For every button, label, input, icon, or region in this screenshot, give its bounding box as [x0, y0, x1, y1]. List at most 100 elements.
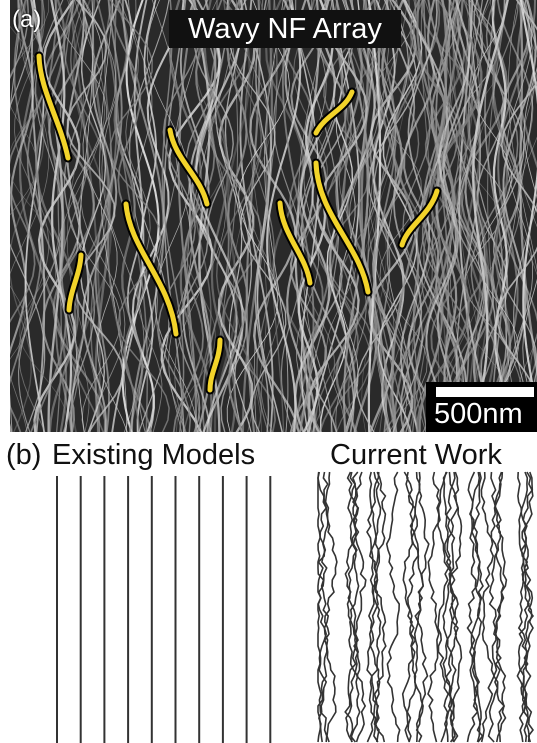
- wavy-fiber-line: [448, 471, 463, 743]
- sem-fiber-strand: [146, 0, 198, 432]
- sem-fiber-strand: [54, 0, 106, 432]
- wavy-fiber-line: [517, 471, 532, 743]
- highlighted-fiber: [313, 160, 371, 295]
- sem-fiber-strand: [314, 0, 366, 432]
- sem-fiber-strand: [452, 0, 490, 432]
- sem-fiber-strand: [508, 0, 537, 271]
- current-work-wavy-fibers: [317, 471, 535, 743]
- sem-fiber-strand: [289, 0, 340, 432]
- sem-fiber-strand: [239, 0, 274, 432]
- highlighted-fiber: [123, 201, 179, 337]
- sem-fiber-strand: [506, 0, 534, 432]
- sem-fiber-strand: [496, 0, 537, 432]
- scale-bar-line: [436, 387, 534, 397]
- wavy-fiber-line: [317, 471, 329, 743]
- sem-fiber-strand: [109, 0, 170, 432]
- sem-fiber-strand: [66, 0, 100, 432]
- highlighted-fiber: [207, 337, 223, 393]
- sem-fiber-strand: [35, 0, 80, 432]
- sem-fiber-strand: [79, 0, 107, 432]
- wavy-fiber-line: [409, 471, 425, 743]
- sem-fiber-strand: [365, 0, 408, 432]
- sem-fiber-strand: [516, 0, 537, 432]
- sem-fiber-strand: [94, 0, 123, 432]
- sem-fiber-strand: [226, 0, 249, 432]
- sem-fiber-strand: [113, 0, 144, 432]
- panel-a-label: (a): [12, 6, 42, 33]
- sem-fiber-strand: [265, 0, 312, 432]
- sem-fiber-strand: [82, 0, 128, 432]
- wavy-fiber-line: [519, 471, 535, 743]
- scale-bar-label: 500nm: [434, 398, 523, 430]
- sem-fiber-strand: [10, 0, 35, 432]
- wavy-fiber-line: [487, 471, 502, 743]
- sem-fiber-strand: [451, 0, 485, 432]
- existing-models-straight-fibers: [56, 476, 272, 743]
- sem-fiber-strand: [346, 0, 411, 432]
- wavy-fiber-line: [516, 471, 530, 743]
- wavy-fiber-line: [437, 471, 450, 743]
- sem-fiber-strand: [14, 0, 50, 432]
- sem-fiber-strand: [99, 0, 127, 432]
- sem-fiber-strand: [335, 0, 381, 432]
- scale-bar: 500nm: [426, 382, 537, 432]
- sem-fiber-strand: [63, 0, 111, 432]
- sem-fiber-strand: [446, 0, 508, 432]
- panel-b-label: (b): [6, 439, 42, 471]
- wavy-fiber-line: [466, 471, 481, 743]
- sem-fiber-strand: [519, 0, 537, 415]
- sem-fiber-strand: [464, 0, 482, 432]
- sem-fiber-strand: [33, 0, 81, 432]
- highlighted-fiber: [66, 252, 84, 313]
- sem-fiber-strand: [10, 0, 23, 432]
- wavy-fiber-line: [385, 471, 401, 743]
- wavy-fiber-line: [469, 471, 484, 743]
- highlighted-fibers: [34, 51, 442, 395]
- sem-fiber-strand: [482, 0, 536, 432]
- sem-fiber-strand: [296, 0, 327, 432]
- sem-fiber-strand: [10, 0, 29, 80]
- sem-fiber-strand: [492, 0, 537, 432]
- sem-fiber-strand: [157, 0, 201, 432]
- sem-fiber-strand: [265, 0, 285, 432]
- model-comparison-drawing: [56, 471, 535, 743]
- sem-fiber-strand: [245, 0, 261, 432]
- sem-fiber-strand: [377, 0, 423, 432]
- sem-fiber-strand: [161, 0, 185, 432]
- highlighted-fiber: [313, 89, 355, 136]
- highlighted-fiber: [36, 53, 71, 161]
- sem-fiber-strand: [217, 0, 256, 432]
- sem-fiber-strand: [308, 0, 368, 432]
- sem-fiber-strand: [61, 0, 89, 432]
- sem-fiber-strand: [129, 0, 170, 432]
- current-work-title: Current Work: [330, 439, 502, 471]
- sem-fiber-strand: [26, 0, 75, 432]
- sem-fiber-strand: [194, 0, 248, 432]
- highlighted-fiber: [167, 127, 210, 207]
- sem-fiber-strand: [468, 0, 508, 432]
- wavy-fiber-line: [368, 471, 382, 743]
- sem-fiber-strand: [335, 0, 359, 432]
- wavy-fiber-line: [374, 471, 387, 743]
- sem-fiber-strand: [96, 0, 141, 432]
- sem-fiber-strand: [177, 0, 198, 432]
- sem-fiber-strand: [168, 0, 199, 432]
- panel-a-title: Wavy NF Array: [169, 10, 401, 48]
- sem-fiber-strand: [513, 0, 537, 432]
- existing-models-title: Existing Models: [52, 439, 256, 471]
- sem-fiber-strand: [452, 0, 496, 432]
- sem-fiber-strand: [266, 0, 302, 432]
- highlighted-fiber: [399, 188, 440, 248]
- sem-fiber-strand: [460, 0, 497, 432]
- sem-fiber-strand: [74, 0, 94, 432]
- sem-fiber-strand: [487, 0, 509, 432]
- sem-fiber-strand: [297, 0, 334, 432]
- model-comparison-panel: (b) Existing Models Current Work: [0, 432, 537, 743]
- sem-fiber-strand: [412, 0, 477, 432]
- sem-fiber-strand: [423, 0, 450, 432]
- sem-fiber-strand: [513, 0, 537, 427]
- sem-fiber-strand: [131, 0, 185, 432]
- sem-fiber-strand: [80, 0, 126, 432]
- sem-fiber-strand: [300, 0, 355, 432]
- sem-fiber-strand: [373, 0, 398, 432]
